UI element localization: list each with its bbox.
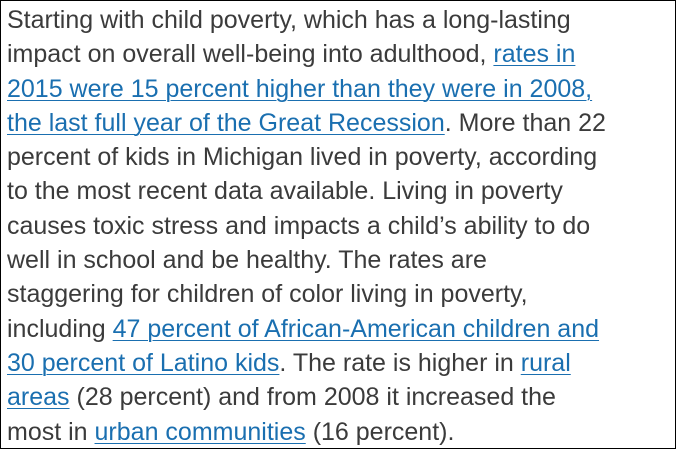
text-line: including 47 percent of African-American… [7,312,673,346]
text-run: . More than 22 [444,108,606,137]
link-children-of-color[interactable]: 30 percent of Latino kids [7,348,280,377]
text-run: (28 percent) and from 2008 it increased … [69,383,556,412]
text-line: to the most recent data available. Livin… [7,174,673,208]
text-line: percent of kids in Michigan lived in pov… [7,140,673,174]
text-run: to the most recent data available. Livin… [7,177,563,206]
text-line: Starting with child poverty, which has a… [7,3,673,37]
text-run: (16 percent). [305,417,455,446]
text-line: causes toxic stress and impacts a child’… [7,209,673,243]
text-run: most in [7,417,95,446]
text-run: causes toxic stress and impacts a child’… [7,211,591,240]
text-line: the last full year of the Great Recessio… [7,106,673,140]
text-run: including [7,314,113,343]
text-run: Starting with child poverty, which has a… [7,6,571,34]
link-rural-areas[interactable]: rural [520,348,571,377]
link-children-of-color[interactable]: 47 percent of African-American children … [112,314,600,343]
text-run: . The rate is higher in [279,348,521,377]
text-run: impact on overall well-being into adulth… [7,40,494,69]
link-rates-2015[interactable]: 2015 were 15 percent higher than they we… [7,74,593,103]
text-line: impact on overall well-being into adulth… [7,37,673,71]
link-rural-areas[interactable]: areas [7,383,70,412]
text-line: most in urban communities (16 percent). [7,415,673,449]
text-run: well in school and be healthy. The rates… [7,246,487,275]
link-rates-2015[interactable]: the last full year of the Great Recessio… [7,108,445,137]
text-line: 2015 were 15 percent higher than they we… [7,72,673,106]
text-line: areas (28 percent) and from 2008 it incr… [7,380,673,414]
link-rates-2015[interactable]: rates in [493,40,576,69]
article-paragraph: Starting with child poverty, which has a… [7,1,673,449]
text-line: 30 percent of Latino kids. The rate is h… [7,346,673,380]
text-run: percent of kids in Michigan lived in pov… [7,143,598,172]
text-line: well in school and be healthy. The rates… [7,243,673,277]
text-line: staggering for children of color living … [7,277,673,311]
link-urban-communities[interactable]: urban communities [94,417,306,446]
text-run: staggering for children of color living … [7,280,528,309]
